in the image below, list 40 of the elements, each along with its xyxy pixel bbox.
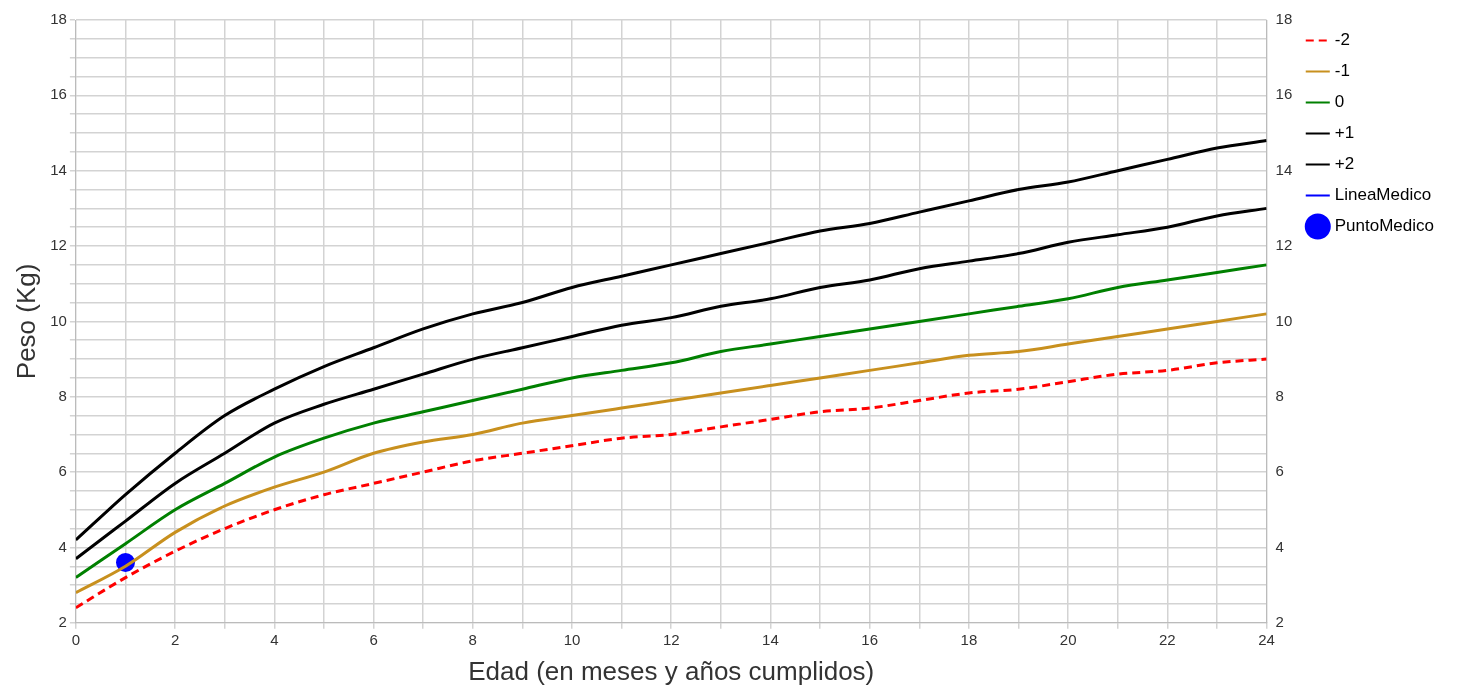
legend-label: -2 xyxy=(1334,30,1350,50)
legend-label: +2 xyxy=(1334,154,1355,174)
y2-tick-label: 2 xyxy=(1275,612,1284,630)
x-tick-label: 12 xyxy=(662,630,680,648)
x-tick-label: 10 xyxy=(563,630,581,648)
y2-tick-label: 10 xyxy=(1275,311,1293,329)
y-axis-title: Peso (Kg) xyxy=(10,263,41,380)
x-tick-label: 20 xyxy=(1059,630,1077,648)
y-tick-label: 6 xyxy=(58,462,67,480)
legend-label: PuntoMedico xyxy=(1334,216,1435,236)
legend-label: 0 xyxy=(1334,92,1345,112)
x-axis-title: Edad (en meses y años cumplidos) xyxy=(468,655,875,686)
x-tick-label: 6 xyxy=(369,630,378,648)
x-tick-label: 22 xyxy=(1159,630,1176,648)
y2-tick-label: 8 xyxy=(1275,386,1284,404)
y2-tick-label: 16 xyxy=(1275,85,1293,103)
y-tick-label: 18 xyxy=(50,10,67,28)
y2-tick-label: 4 xyxy=(1275,537,1284,555)
legend-label: +1 xyxy=(1334,123,1355,143)
x-tick-label: 14 xyxy=(762,630,779,648)
x-tick-label: 8 xyxy=(468,630,477,648)
x-tick-label: 2 xyxy=(170,630,180,648)
y2-tick-label: 6 xyxy=(1275,462,1284,480)
y2-tick-label: 12 xyxy=(1275,236,1293,254)
legend-label: LineaMedico xyxy=(1334,185,1432,205)
y-tick-label: 12 xyxy=(50,236,67,254)
y-tick-label: 2 xyxy=(58,612,67,630)
y-tick-label: 14 xyxy=(50,160,67,178)
x-tick-label: 0 xyxy=(71,630,81,648)
y-tick-label: 16 xyxy=(50,85,67,103)
y-tick-label: 8 xyxy=(58,386,67,404)
y-tick-label: 10 xyxy=(50,311,67,329)
y2-tick-label: 14 xyxy=(1275,160,1293,178)
y-tick-label: 4 xyxy=(58,537,67,555)
x-tick-label: 4 xyxy=(270,630,279,648)
x-tick-label: 16 xyxy=(861,630,879,648)
legend-label: -1 xyxy=(1334,61,1350,81)
x-tick-label: 24 xyxy=(1258,630,1275,648)
x-tick-label: 18 xyxy=(960,630,978,648)
y2-tick-label: 18 xyxy=(1275,10,1293,28)
